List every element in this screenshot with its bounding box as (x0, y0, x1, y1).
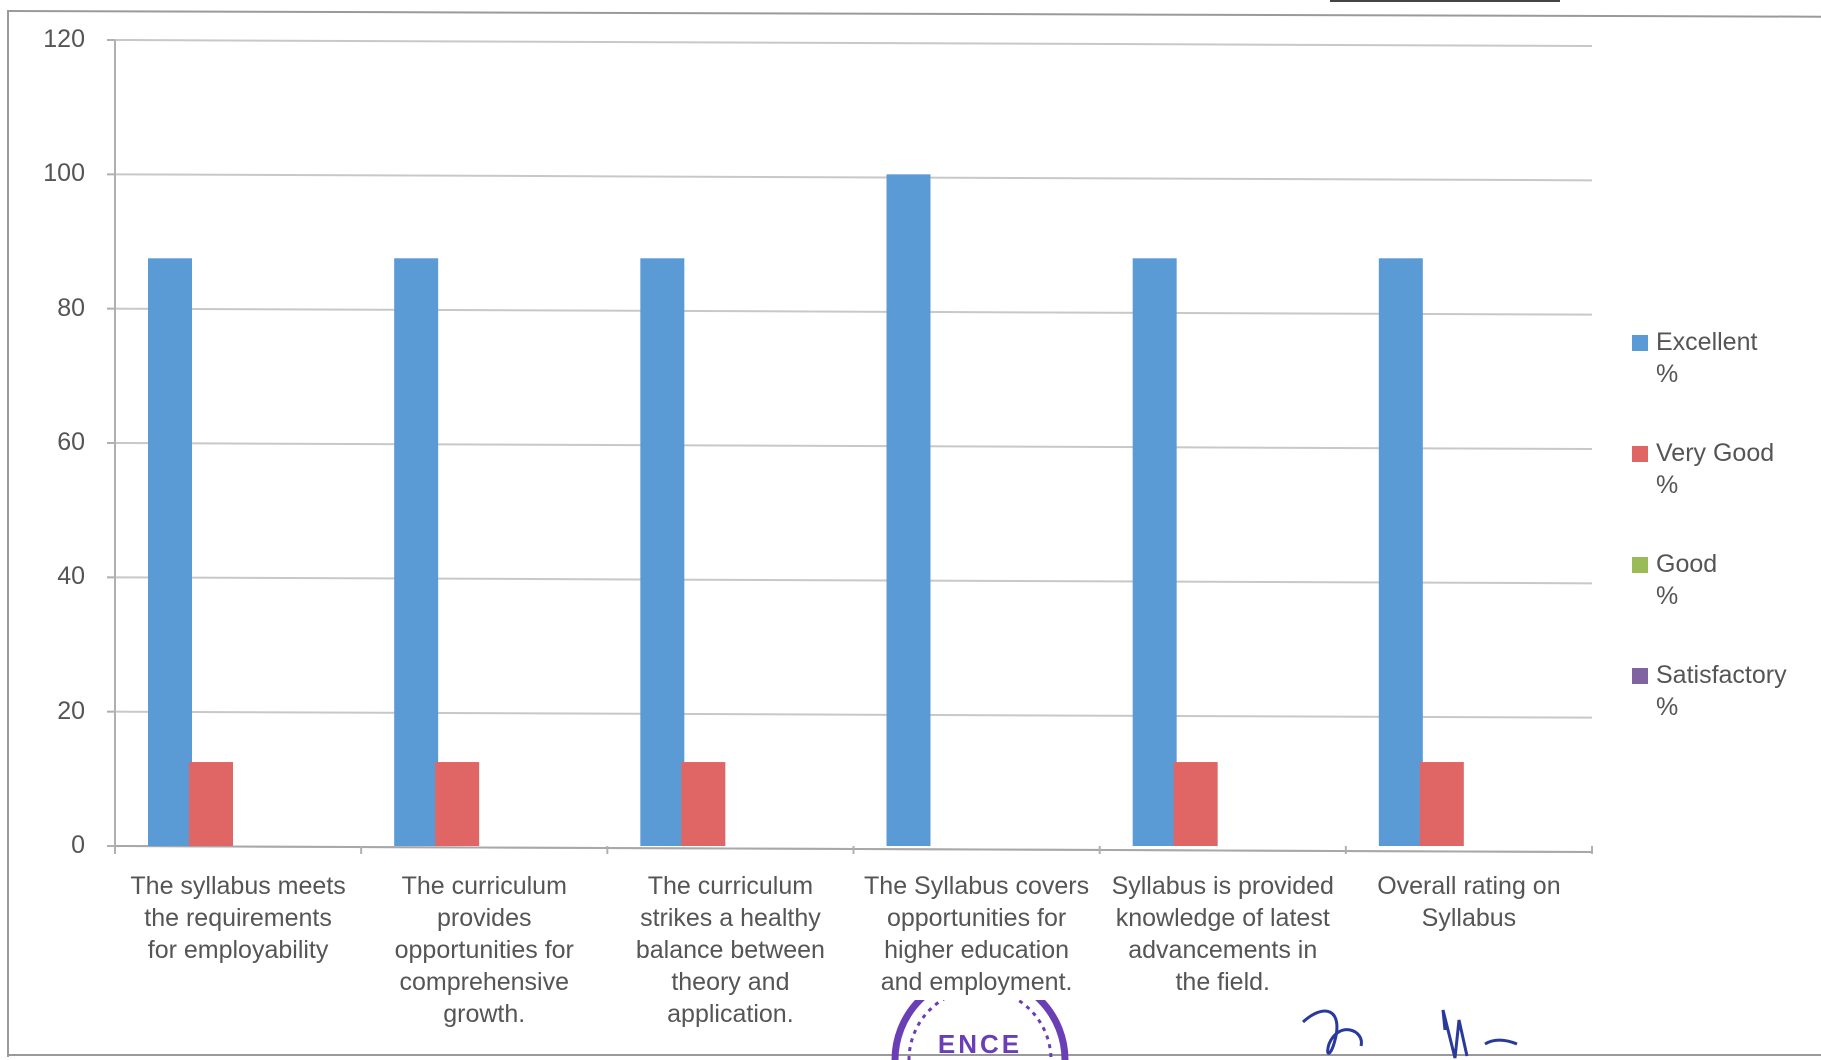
x-category-label-line: comprehensive (399, 968, 570, 996)
bar-excellent (148, 258, 192, 847)
x-category-label-line: opportunities for (394, 936, 574, 964)
gridline (114, 173, 1593, 182)
x-category-label-line: knowledge of latest (1115, 904, 1330, 932)
legend-label-line: % (1656, 693, 1679, 721)
y-tick-label: 0 (71, 831, 85, 859)
bar-excellent (394, 258, 439, 847)
legend-swatch (1632, 335, 1648, 351)
x-category-label-line: Overall rating on (1377, 872, 1561, 900)
legend-label: Good% (1656, 548, 1717, 612)
x-category-label-line: Syllabus is provided (1111, 872, 1334, 900)
gridline (114, 39, 1593, 47)
gridline (114, 576, 1593, 585)
bar-excellent (1378, 258, 1423, 847)
y-tick-label: 100 (43, 159, 85, 188)
gridline (114, 710, 1593, 719)
x-category-label-line: balance between (635, 936, 825, 964)
x-category-label-line: advancements in (1128, 936, 1318, 964)
x-category-label: The curriculum provides opportunities for c… (364, 870, 604, 1030)
legend-swatch (1632, 446, 1648, 462)
legend-label-line: Satisfactory (1656, 661, 1787, 689)
x-category-label-line: The curriculum (647, 872, 814, 900)
legend-swatch (1632, 668, 1648, 684)
legend-label: Satisfactory% (1656, 659, 1787, 723)
bar-very-good (189, 762, 233, 846)
legend-item: Good% (1632, 548, 1817, 659)
y-tick-label: 80 (57, 293, 85, 322)
x-category-label-line: The curriculum (401, 872, 567, 900)
x-category-label-line: strikes a healthy (640, 904, 821, 932)
x-category-label-line: provides (437, 904, 532, 932)
chart-legend: Excellent% Very Good% Good% Satisfactory% (1632, 326, 1817, 770)
legend-label-line: % (1656, 360, 1679, 388)
bar-excellent (886, 174, 931, 847)
x-category-label-line: and employment. (880, 968, 1073, 996)
legend-label-line: Good (1656, 550, 1718, 578)
bar-very-good (681, 762, 726, 846)
bar-very-good (435, 762, 480, 846)
gridline (114, 442, 1593, 450)
gridline (114, 307, 1593, 316)
x-category-label-line: Syllabus (1421, 904, 1517, 932)
legend-item: Satisfactory% (1632, 659, 1817, 770)
x-category-label-line: growth. (443, 1000, 526, 1028)
legend-item: Very Good% (1632, 437, 1817, 548)
bar-very-good (1419, 762, 1464, 846)
y-tick-label: 20 (57, 696, 85, 725)
frame-left-line (7, 10, 9, 1057)
x-category-label-line: application. (667, 1000, 794, 1028)
x-category-label-line: The Syllabus covers (864, 872, 1090, 900)
bar-excellent (1132, 258, 1177, 847)
x-category-label: The curriculum strikes a healthy balance b… (610, 870, 850, 1030)
legend-item: Excellent% (1632, 326, 1817, 437)
x-category-label: Overall rating on Syllabus (1349, 870, 1589, 934)
x-category-label: The Syllabus covers opportunities for high… (857, 870, 1097, 998)
y-tick-label: 120 (43, 25, 85, 53)
seal-stamp-icon: ENCE (891, 1000, 1069, 1060)
x-category-label: Syllabus is provided knowledge of latest a… (1103, 870, 1343, 998)
signature-image (1301, 1009, 1518, 1059)
scan-mark-top (1330, 0, 1560, 2)
x-category-label-line: The syllabus meets (130, 872, 346, 900)
svg-text:ENCE: ENCE (938, 1029, 1022, 1059)
legend-swatch (1632, 557, 1648, 573)
bar-excellent (640, 258, 685, 847)
y-tick-label: 60 (57, 428, 85, 456)
legend-label: Very Good% (1656, 437, 1774, 501)
x-category-label-line: the requirements (144, 904, 332, 932)
x-category-label: The syllabus meets the requirements for em… (118, 870, 358, 966)
legend-label: Excellent% (1656, 326, 1757, 390)
bar-very-good (1173, 762, 1218, 846)
x-category-label-line: higher education (884, 936, 1070, 964)
legend-label-line: % (1656, 471, 1679, 499)
x-category-label-line: theory and (671, 968, 790, 996)
x-category-label-line: for employability (147, 936, 329, 964)
y-tick-label: 40 (57, 562, 85, 591)
legend-label-line: Excellent (1656, 328, 1758, 356)
legend-label-line: Very Good (1656, 439, 1775, 467)
x-category-label-line: opportunities for (886, 904, 1067, 932)
x-category-label-line: the field. (1175, 968, 1270, 996)
legend-label-line: % (1656, 582, 1679, 610)
frame-bottom-line (7, 1054, 1821, 1056)
